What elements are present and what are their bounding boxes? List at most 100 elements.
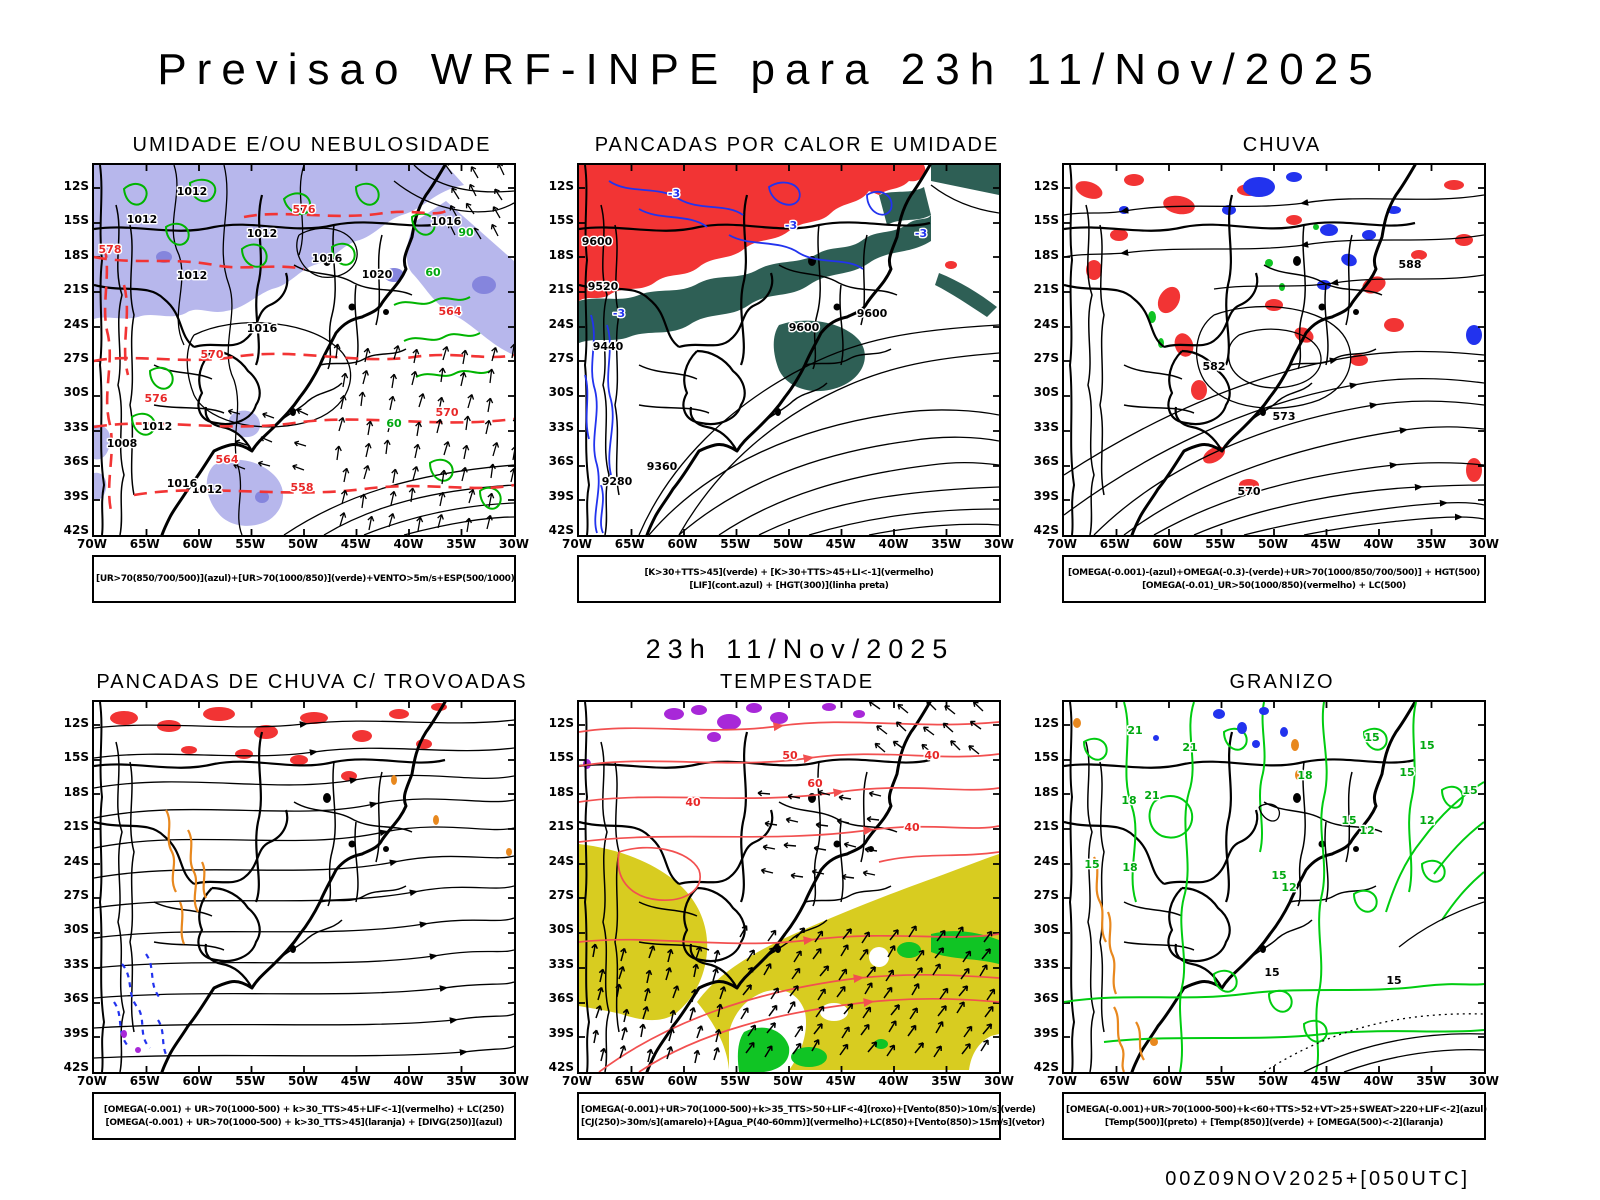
lon-tick-label: 40W — [393, 1074, 424, 1088]
lon-tick-label: 65W — [1099, 1074, 1130, 1088]
contour-labels: 1012101210121012101210121016101610161016… — [97, 184, 475, 498]
lon-tick-label: 50W — [773, 537, 803, 551]
svg-text:1012: 1012 — [192, 483, 223, 496]
lon-tick-label: 50W — [1258, 1074, 1288, 1088]
svg-text:18: 18 — [1297, 769, 1312, 782]
lat-tick-label: 33S — [1033, 419, 1059, 434]
caption-line: [Temp(500)](preto) + [Temp(850)](verde) … — [1104, 1117, 1444, 1128]
svg-text:1008: 1008 — [107, 437, 138, 450]
svg-text:564: 564 — [216, 453, 239, 466]
lat-axis: 12S 15S 18S 21S 24S 27S 30S 33S 36S 39S 42S — [547, 163, 577, 537]
lat-tick-label: 39S — [548, 1025, 574, 1040]
lat-tick-label: 39S — [548, 488, 574, 503]
svg-text:21: 21 — [1144, 789, 1159, 802]
svg-text:564: 564 — [439, 305, 462, 318]
lon-tick-label: 50W — [288, 537, 318, 551]
lat-tick-label: 15S — [1033, 213, 1059, 228]
svg-text:570: 570 — [1238, 485, 1261, 498]
caption-line: [OMEGA(-0.001) + UR>70(1000-500) + k>30_… — [105, 1117, 503, 1128]
lat-tick-label: 42S — [1033, 522, 1059, 537]
lat-tick-label: 42S — [548, 1059, 574, 1074]
lon-tick-label: 55W — [235, 1074, 266, 1088]
map-chuva: 588 582 573 570 — [1062, 163, 1486, 537]
panel-title-tempestade: TEMPESTADE — [719, 671, 875, 693]
svg-text:15: 15 — [1084, 858, 1099, 871]
lat-tick-label: 39S — [63, 488, 89, 503]
lat-tick-label: 21S — [63, 819, 89, 834]
lat-axis: 12S 15S 18S 21S 24S 27S 30S 33S 36S 39S 42S — [547, 700, 577, 1074]
lat-tick-label: 30S — [63, 385, 89, 400]
caption-line: [OMEGA(-0.001)-(azul)+OMEGA(-0.3)-(verde… — [1068, 567, 1480, 578]
svg-text:570: 570 — [436, 406, 459, 419]
lon-tick-label: 35W — [446, 1074, 477, 1088]
lat-tick-label: 42S — [63, 1059, 89, 1074]
caption-line: [K>30+TTS>45](verde) + [K>30+TTS>45+LI<-… — [644, 567, 934, 578]
lat-tick-label: 12S — [548, 716, 574, 730]
lat-axis: 12S 15S 18S 21S 24S 27S 30S 33S 36S 39S 42S — [1032, 163, 1062, 537]
lat-tick-label: 18S — [63, 247, 89, 262]
lon-tick-label: 70W — [562, 537, 592, 551]
caption-chuva: [OMEGA(-0.001)-(azul)+OMEGA(-0.3)-(verde… — [1062, 555, 1486, 603]
contour-labels: 588 582 573 570 — [1201, 257, 1423, 500]
lat-tick-label: 30S — [1033, 922, 1059, 937]
svg-text:40: 40 — [685, 796, 701, 809]
caption-line: [OMEGA(-0.001)+UR>70(1000-500)+k>35_TTS>… — [581, 1104, 1036, 1115]
lon-tick-label: 60W — [667, 537, 698, 551]
lon-tick-label: 35W — [1416, 537, 1447, 551]
panel-title-chuva: CHUVA — [1242, 134, 1322, 156]
lon-tick-label: 55W — [1205, 537, 1236, 551]
svg-text:9360: 9360 — [647, 460, 678, 473]
lon-tick-label: 70W — [562, 1074, 592, 1088]
svg-text:9280: 9280 — [602, 475, 633, 488]
svg-text:9600: 9600 — [789, 321, 820, 334]
svg-text:558: 558 — [291, 481, 314, 494]
lat-tick-label: 24S — [1033, 853, 1059, 868]
lon-tick-label: 40W — [878, 1074, 909, 1088]
lat-tick-label: 27S — [63, 350, 89, 365]
svg-text:576: 576 — [145, 392, 168, 405]
svg-text:12: 12 — [1359, 824, 1374, 837]
lat-tick-label: 42S — [548, 522, 574, 537]
lon-tick-label: 70W — [77, 1074, 107, 1088]
svg-text:578: 578 — [99, 243, 122, 256]
panel-chuva: CHUVA 12S 15S 18S 21S 24S 27S 30S 33S 36S 39S 42S — [1032, 134, 1502, 603]
lon-tick-label: 35W — [1416, 1074, 1447, 1088]
panel-granizo: GRANIZO 12S 15S 18S 21S 24S 27S 30S 33S 36S 39S 42… — [1032, 671, 1502, 1140]
lat-tick-label: 36S — [63, 991, 89, 1006]
lon-tick-label: 50W — [288, 1074, 318, 1088]
lat-tick-label: 27S — [548, 887, 574, 902]
lon-tick-label: 45W — [825, 537, 856, 551]
lon-tick-label: 30W — [1469, 537, 1499, 551]
svg-text:40: 40 — [904, 821, 920, 834]
map-pancadas-calor: 9600 9520 9440 9360 9280 9600 9600 -3 -3 -3 -3 — [577, 163, 1001, 537]
contour-labels: 9600 9520 9440 9360 9280 9600 9600 -3 -3 -3 -3 — [580, 186, 928, 490]
svg-text:582: 582 — [1203, 360, 1226, 373]
lat-tick-label: 15S — [63, 750, 89, 765]
map-granizo: 21 21 18 15 15 15 15 21 18 15 12 12 15 18 15 12 15 15 — [1062, 700, 1486, 1074]
mid-date: 23h 11/Nov/2025 — [645, 634, 955, 664]
panel-title-granizo: GRANIZO — [1229, 671, 1335, 693]
lat-tick-label: 21S — [548, 282, 574, 297]
lat-tick-label: 12S — [1033, 716, 1059, 730]
panel-trovoadas: PANCADAS DE CHUVA C/ TROVOADAS 12S 15S 18S… — [62, 671, 532, 1140]
svg-text:-3: -3 — [668, 187, 680, 200]
lat-tick-label: 15S — [548, 213, 574, 228]
lon-tick-label: 65W — [1099, 537, 1130, 551]
lon-tick-label: 60W — [1152, 537, 1183, 551]
lat-axis: 12S 15S 18S 21S 24S 27S 30S 33S 36S 39S 42S — [62, 700, 92, 1074]
lon-axis: 70W 65W 60W 55W 50W 45W 40W 35W 30W — [560, 537, 1016, 552]
lat-tick-label: 30S — [63, 922, 89, 937]
svg-text:90: 90 — [458, 226, 474, 239]
lat-tick-label: 18S — [1033, 247, 1059, 262]
lat-tick-label: 36S — [1033, 454, 1059, 469]
lat-tick-label: 12S — [1033, 179, 1059, 193]
panel-title-trovoadas: PANCADAS DE CHUVA C/ TROVOADAS — [96, 671, 528, 693]
lat-tick-label: 21S — [1033, 819, 1059, 834]
svg-text:-3: -3 — [915, 227, 927, 240]
lon-tick-label: 65W — [129, 537, 160, 551]
lat-tick-label: 27S — [1033, 350, 1059, 365]
lat-tick-label: 36S — [548, 454, 574, 469]
lat-tick-label: 15S — [1033, 750, 1059, 765]
lon-tick-label: 55W — [720, 1074, 751, 1088]
svg-text:9600: 9600 — [582, 235, 613, 248]
